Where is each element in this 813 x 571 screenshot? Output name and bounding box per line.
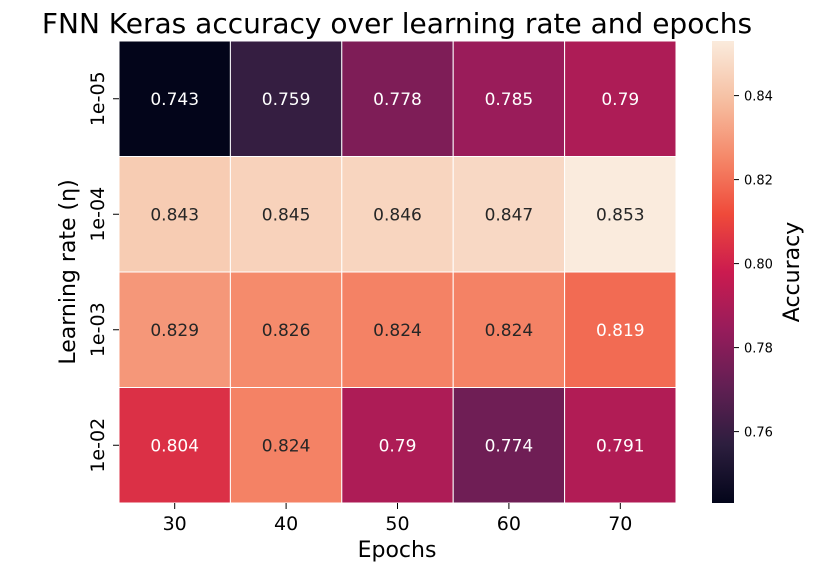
heatmap-cell-r2-c3: [452, 271, 566, 388]
x-axis-ticks: 30 40 50 60 70: [163, 503, 632, 535]
cell-value-label-r0-c3: 0.785: [485, 90, 534, 110]
cell-value-label-r1-c0: 0.843: [150, 205, 199, 225]
cell-value-label-r1-c2: 0.846: [373, 205, 422, 225]
cell-value-label-r3-c4: 0.791: [596, 436, 645, 456]
colorbar-tick-label-0: 0.76: [744, 426, 773, 441]
heatmap-cell-r1-c0: [118, 156, 231, 273]
heatmap-cell-r2-c1: [229, 271, 343, 388]
colorbar-tick-label-3: 0.82: [744, 174, 773, 189]
y-axis-label: Learning rate (η): [56, 179, 81, 364]
heatmap-cell-r1-c4: [564, 156, 677, 273]
heatmap-cell-r0-c2: [341, 40, 454, 157]
heatmap-cell-labels: 0.743 0.759 0.778 0.785 0.79 0.843 0.845 0.846 0…: [150, 90, 644, 457]
y-axis-ticks: 1e-05 1e-04 1e-03 1e-02: [87, 71, 119, 473]
heatmap-cells: [118, 40, 677, 504]
cell-value-label-r2-c1: 0.826: [262, 321, 311, 341]
heatmap-cell-r3-c3: [452, 387, 566, 504]
cell-value-label-r0-c0: 0.743: [150, 90, 199, 110]
cell-value-label-r0-c2: 0.778: [373, 90, 422, 110]
x-axis-label: Epochs: [358, 538, 437, 563]
colorbar: [712, 41, 734, 503]
x-tick-label-50: 50: [385, 513, 409, 535]
y-tick-label-1e-03: 1e-03: [87, 302, 109, 357]
chart-title: FNN Keras accuracy over learning rate an…: [42, 7, 752, 40]
x-tick-label-40: 40: [274, 513, 298, 535]
cell-value-label-r0-c1: 0.759: [262, 90, 311, 110]
heatmap-cell-r0-c1: [229, 40, 343, 157]
heatmap-cell-r0-c3: [452, 40, 566, 157]
y-tick-label-1e-04: 1e-04: [87, 187, 109, 242]
cell-value-label-r1-c4: 0.853: [596, 205, 645, 225]
cell-value-label-r3-c3: 0.774: [485, 436, 534, 456]
cell-value-label-r3-c1: 0.824: [262, 436, 311, 456]
x-tick-label-60: 60: [497, 513, 521, 535]
heatmap-cell-r0-c4: [564, 40, 677, 157]
y-tick-label-1e-02: 1e-02: [87, 418, 109, 473]
colorbar-tick-label-4: 0.84: [744, 90, 773, 105]
y-tick-label-1e-05: 1e-05: [87, 71, 109, 126]
heatmap-cell-r3-c2: [341, 387, 454, 504]
x-tick-label-70: 70: [608, 513, 632, 535]
heatmap-cell-r2-c4: [564, 271, 677, 388]
cell-value-label-r1-c3: 0.847: [485, 205, 534, 225]
cell-value-label-r2-c2: 0.824: [373, 321, 422, 341]
cell-value-label-r3-c0: 0.804: [150, 436, 199, 456]
heatmap-cell-r3-c1: [229, 387, 343, 504]
colorbar-label: Accuracy: [780, 222, 805, 322]
cell-value-label-r0-c4: 0.79: [601, 90, 639, 110]
heatmap-cell-r1-c2: [341, 156, 454, 273]
x-tick-label-30: 30: [163, 513, 187, 535]
heatmap-cell-r2-c2: [341, 271, 454, 388]
colorbar-tick-label-2: 0.80: [744, 258, 773, 273]
heatmap-cell-r0-c0: [118, 40, 231, 157]
cell-value-label-r3-c2: 0.79: [379, 436, 417, 456]
cell-value-label-r1-c1: 0.845: [262, 205, 311, 225]
cell-value-label-r2-c0: 0.829: [150, 321, 199, 341]
cell-value-label-r2-c4: 0.819: [596, 321, 645, 341]
colorbar-tick-label-1: 0.78: [744, 342, 773, 357]
cell-value-label-r2-c3: 0.824: [485, 321, 534, 341]
heatmap-cell-r3-c4: [564, 387, 677, 504]
colorbar-ticks: 0.76 0.78 0.80 0.82 0.84: [734, 90, 773, 441]
